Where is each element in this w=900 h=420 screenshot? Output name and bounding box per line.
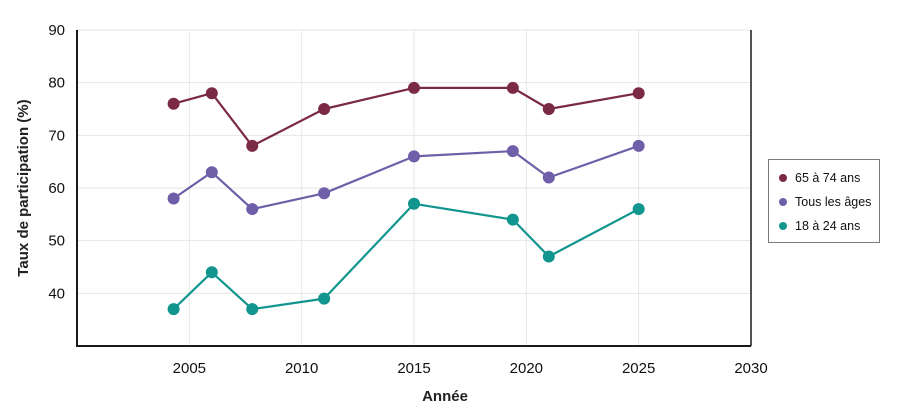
legend: 65 à 74 ans Tous les âges 18 à 24 ans	[768, 159, 880, 243]
legend-label: 18 à 24 ans	[795, 219, 861, 233]
y-tick-label: 90	[48, 22, 65, 39]
data-point	[246, 303, 259, 316]
data-point	[506, 213, 519, 226]
x-axis-title: Année	[422, 388, 468, 405]
grid	[76, 29, 752, 347]
data-point	[246, 203, 259, 216]
y-tick-label: 40	[48, 285, 65, 302]
legend-item-all-ages: Tous les âges	[779, 190, 879, 214]
data-point	[246, 139, 259, 152]
data-point	[542, 171, 555, 184]
series-line	[172, 144, 640, 211]
series-1	[167, 139, 645, 216]
legend-label: 65 à 74 ans	[795, 171, 861, 185]
data-point	[318, 187, 331, 200]
data-point	[506, 145, 519, 158]
y-axis-title: Taux de participation (%)	[15, 99, 32, 276]
legend-marker-icon	[779, 222, 787, 230]
data-point	[318, 103, 331, 115]
series-2	[167, 197, 645, 316]
y-tick-label: 70	[48, 127, 65, 144]
y-tick-label: 80	[48, 75, 65, 92]
data-point	[167, 303, 180, 316]
series	[167, 81, 645, 316]
data-point	[205, 266, 218, 279]
legend-marker-icon	[779, 174, 787, 182]
data-point	[167, 97, 180, 110]
y-tick-label: 50	[48, 233, 65, 250]
data-point	[205, 166, 218, 179]
legend-item-18-24: 18 à 24 ans	[779, 214, 879, 238]
data-point	[632, 203, 645, 216]
x-tick-label: 2030	[734, 360, 767, 377]
legend-item-65-74: 65 à 74 ans	[779, 166, 879, 190]
data-point	[506, 81, 519, 94]
data-point	[542, 250, 555, 263]
data-point	[632, 87, 645, 100]
series-line	[173, 86, 639, 147]
series-0	[167, 81, 645, 152]
x-tick-label: 2010	[285, 360, 318, 377]
data-point	[408, 197, 420, 210]
x-tick-label: 2025	[622, 360, 655, 377]
data-point	[318, 292, 331, 305]
data-point	[632, 139, 645, 152]
legend-label: Tous les âges	[795, 195, 872, 209]
data-point	[167, 192, 180, 205]
tick-labels: 40 50 60 70 80 90 2005 2010 2015 2020 2025 2030	[48, 22, 767, 377]
data-point	[408, 150, 420, 163]
x-tick-label: 2015	[397, 360, 430, 377]
axes	[76, 30, 752, 347]
data-point	[542, 103, 555, 115]
x-tick-label: 2005	[173, 360, 206, 377]
legend-marker-icon	[779, 198, 787, 206]
series-line	[172, 202, 640, 311]
data-point	[408, 81, 420, 94]
x-tick-label: 2020	[510, 360, 543, 377]
y-tick-label: 60	[48, 180, 65, 197]
data-point	[205, 87, 218, 100]
